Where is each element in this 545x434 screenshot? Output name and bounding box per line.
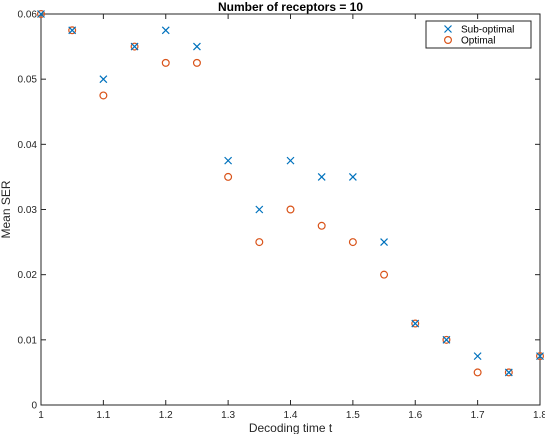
sub-optimal-point	[161, 26, 170, 35]
sub-optimal-point	[536, 352, 544, 361]
optimal-point	[255, 238, 264, 247]
y-axis-title: Mean SER	[0, 180, 13, 238]
x-tick-label: 1.1	[96, 410, 110, 421]
y-tick-label: 0	[31, 401, 37, 412]
x-tick-label: 1	[38, 410, 44, 421]
sub-optimal-point	[286, 156, 295, 165]
optimal-point	[442, 335, 451, 344]
x-tick-label: 1.4	[284, 410, 298, 421]
optimal-point	[36, 10, 45, 19]
sub-optimal-point	[193, 42, 201, 51]
optimal-point	[348, 238, 357, 247]
sub-optimal-point	[130, 42, 139, 51]
optimal-point	[161, 58, 170, 67]
legend-label: Optimal	[461, 36, 495, 47]
y-tick-label: 0.06	[18, 10, 38, 21]
x-tick-label: 1.5	[346, 410, 360, 421]
sub-optimal-point	[255, 205, 264, 214]
x-tick-label: 1.6	[408, 410, 422, 421]
optimal-point	[68, 26, 77, 35]
sub-optimal-point	[68, 26, 77, 35]
sub-optimal-point	[317, 172, 326, 181]
legend-box	[425, 20, 532, 49]
legend-label: Sub-optimal	[461, 25, 514, 36]
sub-optimal-point	[224, 156, 233, 165]
legend-marker-sub-optimal	[444, 25, 452, 33]
y-tick-label: 0.01	[18, 335, 38, 346]
y-tick-label: 0.03	[18, 205, 38, 216]
optimal-point	[99, 91, 108, 100]
sub-optimal-point	[411, 319, 420, 328]
legend-marker-optimal	[444, 35, 453, 44]
optimal-point	[411, 319, 420, 328]
sub-optimal-point	[380, 238, 388, 247]
data-points	[36, 10, 544, 377]
x-tick-label: 1.8	[533, 410, 545, 421]
optimal-point	[224, 172, 233, 181]
y-tick-label: 0.02	[18, 270, 38, 281]
x-axis: 1 1.1 1.2 1.3 1.4 1.5 1.6 1.7 1.8	[38, 14, 545, 421]
optimal-point	[192, 58, 201, 67]
chart-title: Number of receptors = 10	[218, 0, 363, 14]
plot-area	[40, 13, 541, 406]
optimal-point	[473, 368, 482, 377]
y-tick-label: 0.05	[18, 75, 38, 86]
x-tick-label: 1.3	[221, 410, 235, 421]
optimal-point	[380, 270, 389, 279]
optimal-point	[504, 368, 513, 377]
optimal-point	[130, 42, 139, 51]
sub-optimal-point	[473, 352, 482, 361]
sub-optimal-point	[442, 335, 451, 344]
y-axis: 0 0.01 0.02 0.03 0.04 0.05 0.06	[18, 10, 540, 412]
x-axis-title: Decoding time t	[249, 421, 333, 434]
sub-optimal-point	[504, 368, 513, 377]
optimal-point	[286, 205, 295, 214]
y-tick-label: 0.04	[18, 140, 38, 151]
x-tick-label: 1.2	[159, 410, 173, 421]
sub-optimal-point	[348, 172, 357, 181]
optimal-point	[317, 221, 326, 230]
x-tick-label: 1.7	[471, 410, 485, 421]
optimal-point	[535, 352, 544, 361]
sub-optimal-point	[99, 75, 108, 84]
sub-optimal-point	[37, 10, 45, 18]
